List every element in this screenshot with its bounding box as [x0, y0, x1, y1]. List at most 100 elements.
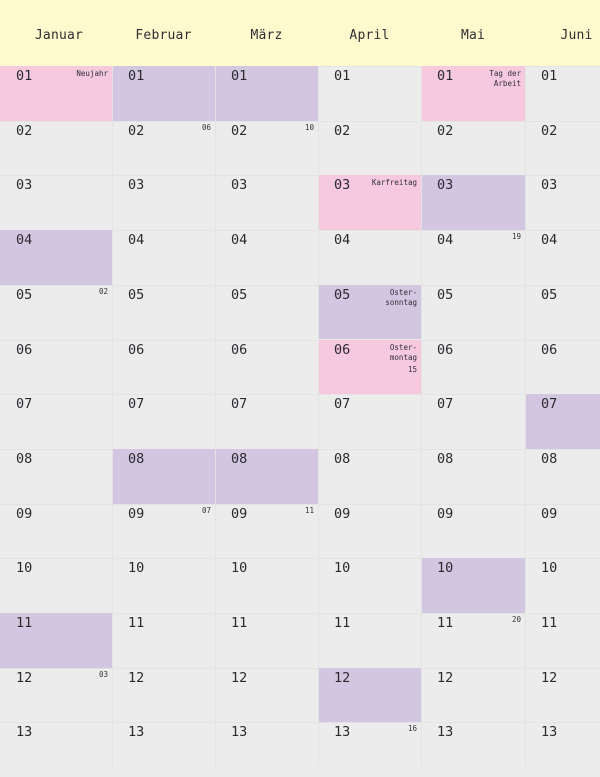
row-divider — [526, 339, 600, 341]
day-cell[interactable]: 07 — [0, 394, 112, 449]
day-cell[interactable]: 12 — [113, 667, 215, 723]
day-cell[interactable]: 05 — [422, 284, 525, 340]
day-cell[interactable]: 13 — [526, 722, 600, 777]
day-cell[interactable]: 04 — [526, 230, 600, 285]
day-cell[interactable]: 11 20 — [422, 613, 525, 668]
day-cell[interactable]: 02 — [422, 120, 525, 176]
holiday-day-cell[interactable]: 06 Oster- montag 15 — [319, 339, 421, 395]
day-cell[interactable]: 10 — [113, 558, 215, 613]
day-cell[interactable]: 06 — [216, 339, 318, 395]
day-cell[interactable]: 01 — [319, 66, 421, 121]
holiday-day-cell[interactable]: 01 Neujahr — [0, 66, 112, 121]
day-cell[interactable]: 06 — [422, 339, 525, 395]
day-cell[interactable]: 08 — [319, 448, 421, 504]
day-number: 11 — [541, 615, 558, 631]
holiday-day-cell[interactable]: 01 Tag der Arbeit — [422, 66, 525, 121]
day-cell[interactable]: 03 — [216, 175, 318, 230]
day-cell[interactable]: 11 — [216, 613, 318, 668]
row-divider — [216, 503, 318, 505]
day-cell[interactable]: 05 — [216, 284, 318, 340]
day-cell[interactable]: 03 — [0, 175, 112, 230]
day-cell[interactable]: 01 — [526, 66, 600, 121]
sunday-day-cell[interactable]: 11 — [0, 613, 112, 668]
sunday-day-cell[interactable]: 07 — [526, 394, 600, 449]
day-cell[interactable]: 08 — [422, 448, 525, 504]
day-cell[interactable]: 04 — [216, 230, 318, 285]
day-cell[interactable]: 13 — [422, 722, 525, 777]
day-cell[interactable]: 02 10 — [216, 120, 318, 176]
day-cell[interactable]: 09 — [0, 503, 112, 559]
day-cell[interactable]: 13 16 — [319, 722, 421, 777]
holiday-day-cell[interactable]: 05 Oster- sonntag — [319, 284, 421, 340]
row-divider — [526, 503, 600, 505]
day-cell[interactable]: 09 — [319, 503, 421, 559]
day-cell[interactable]: 07 — [319, 394, 421, 449]
sunday-day-cell[interactable]: 08 — [216, 448, 318, 504]
row-divider — [319, 394, 421, 396]
day-cell[interactable]: 05 — [113, 284, 215, 340]
sunday-day-cell[interactable]: 01 — [216, 66, 318, 121]
row-divider — [113, 558, 215, 560]
day-number: 08 — [437, 450, 454, 467]
day-number: 12 — [437, 669, 454, 686]
row-divider — [526, 120, 600, 122]
day-cell[interactable]: 02 06 — [113, 120, 215, 176]
row-divider — [216, 120, 318, 122]
sunday-day-cell[interactable]: 01 — [113, 66, 215, 121]
day-number: 02 — [128, 122, 145, 139]
day-cell[interactable]: 02 — [526, 120, 600, 176]
day-number: 11 — [16, 615, 33, 631]
day-cell[interactable]: 09 11 — [216, 503, 318, 559]
day-cell[interactable]: 10 — [216, 558, 318, 613]
day-cell[interactable]: 07 — [113, 394, 215, 449]
day-cell[interactable]: 09 — [526, 503, 600, 559]
day-cell[interactable]: 12 — [216, 667, 318, 723]
day-cell[interactable]: 04 19 — [422, 230, 525, 285]
row-divider — [319, 722, 421, 724]
day-cell[interactable]: 06 — [113, 339, 215, 395]
day-cell[interactable]: 11 — [113, 613, 215, 668]
day-cell[interactable]: 09 07 — [113, 503, 215, 559]
day-cell[interactable]: 04 — [113, 230, 215, 285]
day-cell[interactable]: 08 — [0, 448, 112, 504]
day-cell[interactable]: 05 02 — [0, 284, 112, 340]
day-cell[interactable]: 03 — [113, 175, 215, 230]
day-cell[interactable]: 11 — [319, 613, 421, 668]
day-cell[interactable]: 02 — [319, 120, 421, 176]
day-cell[interactable]: 11 — [526, 613, 600, 668]
day-cell[interactable]: 13 — [216, 722, 318, 777]
day-cell[interactable]: 10 — [526, 558, 600, 613]
day-cell[interactable]: 07 — [422, 394, 525, 449]
holiday-day-cell[interactable]: 03 Karfreitag — [319, 175, 421, 231]
sunday-day-cell[interactable]: 03 — [422, 175, 525, 231]
row-divider — [319, 503, 421, 505]
day-number: 12 — [128, 669, 145, 686]
day-cell[interactable]: 06 — [0, 339, 112, 395]
day-number: 12 — [541, 669, 558, 686]
row-divider — [422, 120, 525, 122]
day-cell[interactable]: 10 — [319, 558, 421, 613]
day-cell[interactable]: 03 — [526, 175, 600, 230]
day-number: 13 — [541, 724, 558, 741]
day-cell[interactable]: 13 — [113, 722, 215, 777]
sunday-day-cell[interactable]: 10 — [422, 558, 525, 613]
day-cell[interactable]: 10 — [0, 558, 112, 613]
sunday-day-cell[interactable]: 12 — [319, 667, 421, 723]
day-cell[interactable]: 05 — [526, 284, 600, 340]
day-cell[interactable]: 06 — [526, 339, 600, 395]
day-cell[interactable]: 12 — [422, 667, 525, 723]
sunday-day-cell[interactable]: 08 — [113, 448, 215, 504]
day-cell[interactable]: 09 — [422, 503, 525, 559]
day-cell[interactable]: 04 — [319, 230, 421, 285]
day-number: 06 — [541, 341, 558, 358]
day-cell[interactable]: 02 — [0, 120, 112, 176]
day-cell[interactable]: 13 — [0, 722, 112, 777]
day-number: 03 — [16, 177, 33, 194]
row-divider — [0, 503, 112, 505]
sunday-day-cell[interactable]: 04 — [0, 230, 112, 285]
day-cell[interactable]: 07 — [216, 394, 318, 449]
day-number: 08 — [128, 450, 145, 467]
day-cell[interactable]: 12 — [526, 667, 600, 723]
day-cell[interactable]: 12 03 — [0, 667, 112, 723]
day-cell[interactable]: 08 — [526, 448, 600, 504]
